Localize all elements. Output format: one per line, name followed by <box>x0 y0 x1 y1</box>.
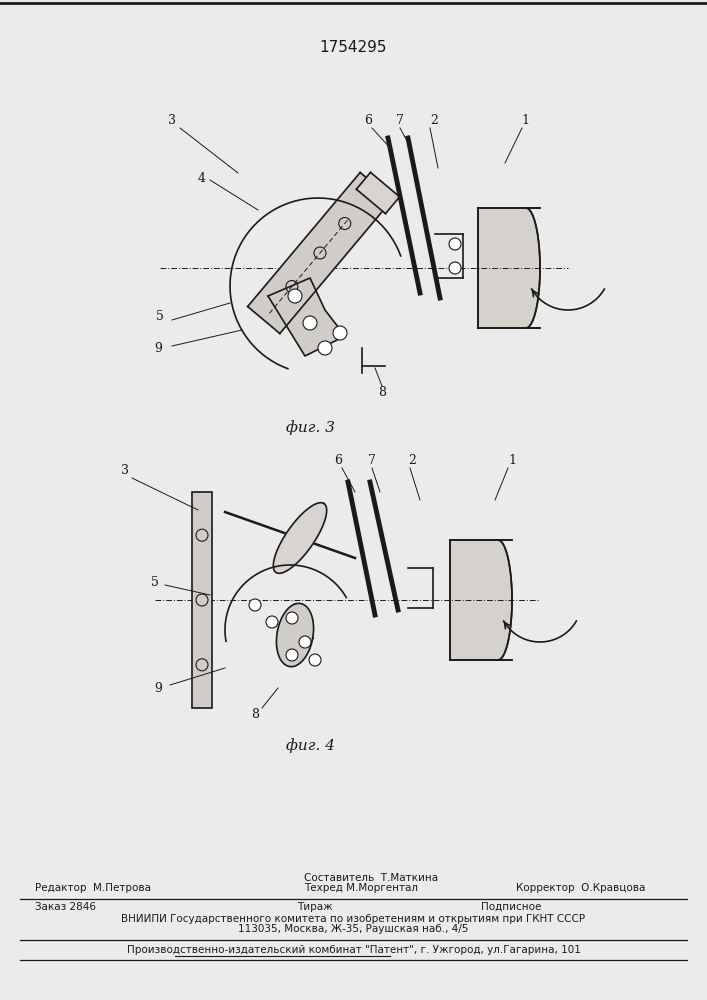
Polygon shape <box>247 172 392 334</box>
Text: фиг. 4: фиг. 4 <box>286 738 334 753</box>
Circle shape <box>303 316 317 330</box>
Text: 8: 8 <box>251 708 259 722</box>
Polygon shape <box>268 278 345 356</box>
Polygon shape <box>478 208 540 328</box>
Text: 8: 8 <box>378 386 386 399</box>
Text: 4: 4 <box>198 172 206 184</box>
Circle shape <box>449 262 461 274</box>
Text: Техред М.Моргентал: Техред М.Моргентал <box>304 883 418 893</box>
Text: 7: 7 <box>396 113 404 126</box>
Text: 9: 9 <box>154 342 162 355</box>
Text: 2: 2 <box>430 113 438 126</box>
Text: 3: 3 <box>168 113 176 126</box>
Text: Производственно-издательский комбинат "Патент", г. Ужгород, ул.Гагарина, 101: Производственно-издательский комбинат "П… <box>127 945 580 955</box>
Text: 113035, Москва, Ж-35, Раушская наб., 4/5: 113035, Москва, Ж-35, Раушская наб., 4/5 <box>238 924 469 934</box>
Polygon shape <box>356 172 399 214</box>
Circle shape <box>249 599 261 611</box>
Circle shape <box>288 289 302 303</box>
Text: 9: 9 <box>154 682 162 694</box>
Text: 3: 3 <box>121 464 129 477</box>
Polygon shape <box>450 540 512 660</box>
Circle shape <box>299 636 311 648</box>
Circle shape <box>449 238 461 250</box>
Circle shape <box>318 341 332 355</box>
Bar <box>192 492 212 708</box>
Circle shape <box>266 616 278 628</box>
Circle shape <box>309 654 321 666</box>
Text: 1: 1 <box>508 454 516 466</box>
Text: фиг. 3: фиг. 3 <box>286 420 334 435</box>
Polygon shape <box>276 603 314 667</box>
Text: 1754295: 1754295 <box>320 40 387 55</box>
Text: Редактор  М.Петрова: Редактор М.Петрова <box>35 883 151 893</box>
Text: Составитель  Т.Маткина: Составитель Т.Маткина <box>304 873 438 883</box>
Circle shape <box>286 612 298 624</box>
Text: 5: 5 <box>156 310 164 322</box>
Text: Корректор  О.Кравцова: Корректор О.Кравцова <box>516 883 645 893</box>
Text: Заказ 2846: Заказ 2846 <box>35 902 96 912</box>
Text: ВНИИПИ Государственного комитета по изобретениям и открытиям при ГКНТ СССР: ВНИИПИ Государственного комитета по изоб… <box>122 914 585 924</box>
Circle shape <box>333 326 347 340</box>
Text: Тираж: Тираж <box>297 902 332 912</box>
Polygon shape <box>274 503 327 573</box>
Text: 6: 6 <box>364 113 372 126</box>
Text: 2: 2 <box>408 454 416 466</box>
Text: 1: 1 <box>521 113 529 126</box>
Text: 7: 7 <box>368 454 376 466</box>
Circle shape <box>286 649 298 661</box>
Text: Подписное: Подписное <box>481 902 541 912</box>
Text: 6: 6 <box>334 454 342 466</box>
Text: 5: 5 <box>151 576 159 588</box>
